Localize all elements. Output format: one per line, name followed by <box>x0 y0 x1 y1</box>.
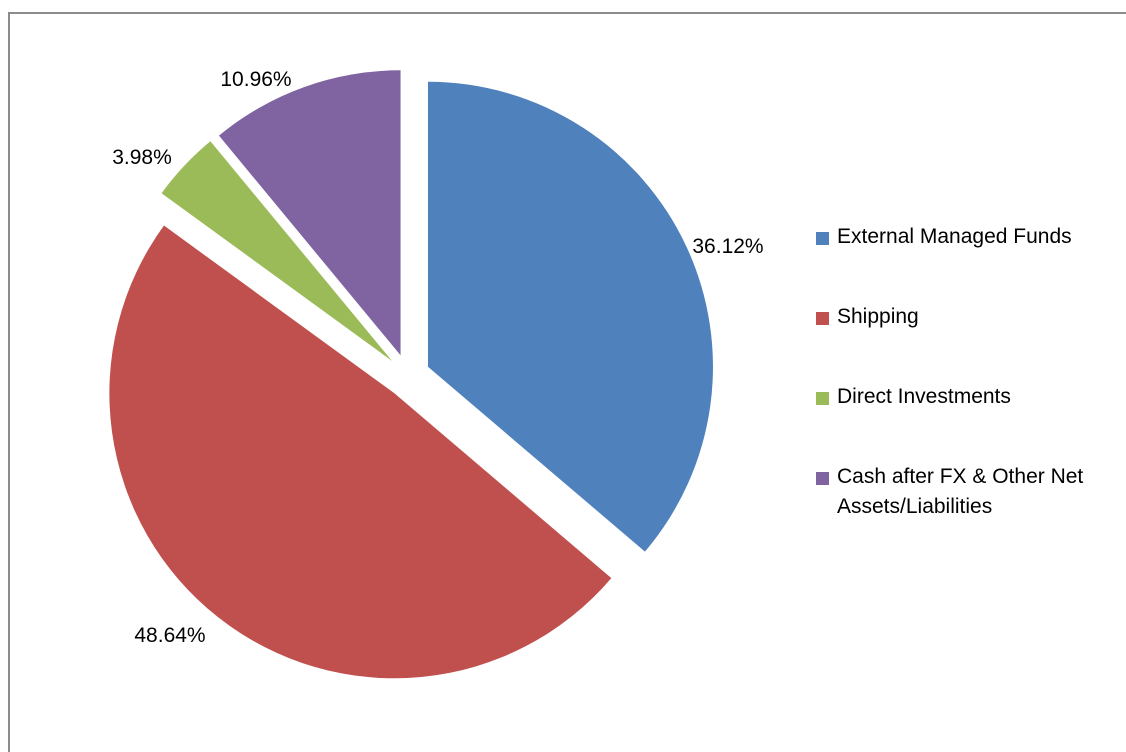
pie-slice-external-managed-funds <box>427 81 713 552</box>
legend-item-cash-after-fx: Cash after FX & Other Net Assets/Liabili… <box>816 465 1126 522</box>
legend-label-cash-after-fx: Cash after FX & Other Net Assets/Liabili… <box>837 465 1084 518</box>
legend-swatch-shipping <box>816 312 829 325</box>
chart-frame <box>8 12 1126 752</box>
legend-label-shipping: Shipping <box>837 305 919 328</box>
legend-item-external-managed-funds: External Managed Funds <box>816 225 1126 252</box>
pie-slice-direct-investments <box>161 141 392 361</box>
data-label-shipping: 48.64% <box>134 624 205 647</box>
data-label-cash-after-fx: 10.96% <box>220 68 291 91</box>
legend-item-direct-investments: Direct Investments <box>816 385 1126 412</box>
pie-slice-cash-after-fx <box>218 70 401 356</box>
legend-item-shipping: Shipping <box>816 305 1126 332</box>
legend-swatch-external-managed-funds <box>816 232 829 245</box>
data-label-external-managed-funds: 36.12% <box>692 235 763 258</box>
legend-swatch-direct-investments <box>816 392 829 405</box>
pie-slice-shipping <box>109 225 612 679</box>
pie-chart: 36.12% 48.64% 3.98% 10.96% <box>109 68 764 679</box>
legend-swatch-cash-after-fx <box>816 472 829 485</box>
legend-label-external-managed-funds: External Managed Funds <box>837 225 1072 248</box>
data-label-direct-investments: 3.98% <box>112 146 172 169</box>
legend-label-direct-investments: Direct Investments <box>837 385 1011 408</box>
